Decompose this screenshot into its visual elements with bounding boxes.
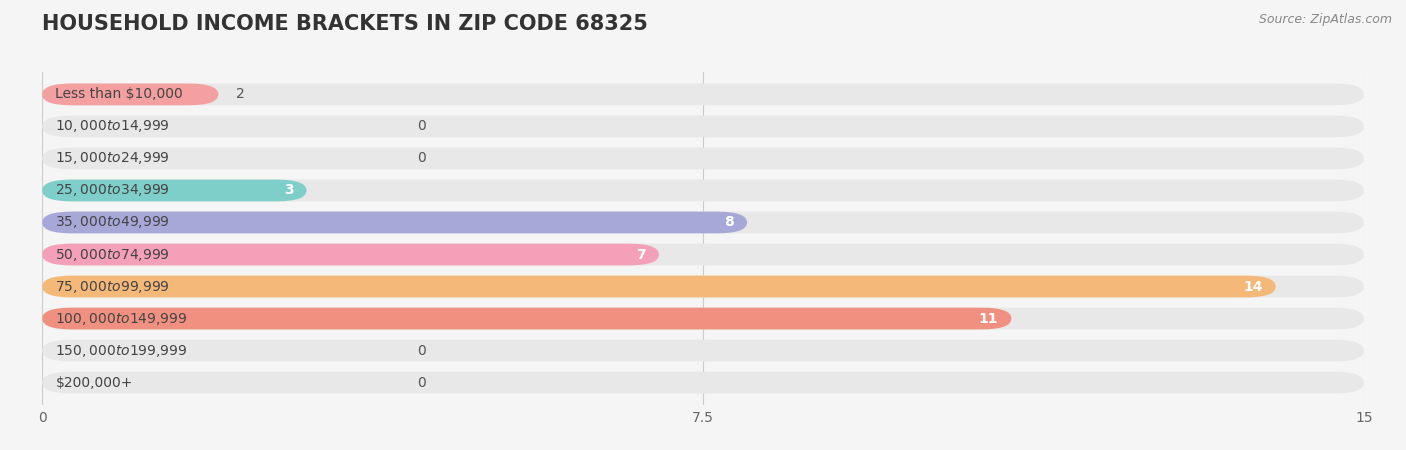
FancyBboxPatch shape <box>42 84 218 105</box>
FancyBboxPatch shape <box>42 180 307 201</box>
Text: 0: 0 <box>416 152 426 166</box>
Text: $75,000 to $99,999: $75,000 to $99,999 <box>55 279 170 295</box>
Text: 11: 11 <box>979 311 998 325</box>
FancyBboxPatch shape <box>42 148 1364 169</box>
FancyBboxPatch shape <box>42 116 1364 137</box>
Text: 2: 2 <box>236 87 245 101</box>
Text: $15,000 to $24,999: $15,000 to $24,999 <box>55 150 170 166</box>
Text: Less than $10,000: Less than $10,000 <box>55 87 183 101</box>
Text: $100,000 to $149,999: $100,000 to $149,999 <box>55 310 188 327</box>
FancyBboxPatch shape <box>42 243 1364 266</box>
Text: $150,000 to $199,999: $150,000 to $199,999 <box>55 342 188 359</box>
Text: $35,000 to $49,999: $35,000 to $49,999 <box>55 215 170 230</box>
FancyBboxPatch shape <box>42 308 1364 329</box>
Text: 0: 0 <box>416 343 426 358</box>
FancyBboxPatch shape <box>42 340 1364 361</box>
FancyBboxPatch shape <box>42 276 1275 297</box>
FancyBboxPatch shape <box>42 308 1011 329</box>
Text: HOUSEHOLD INCOME BRACKETS IN ZIP CODE 68325: HOUSEHOLD INCOME BRACKETS IN ZIP CODE 68… <box>42 14 648 33</box>
Text: $10,000 to $14,999: $10,000 to $14,999 <box>55 118 170 135</box>
FancyBboxPatch shape <box>42 276 1364 297</box>
FancyBboxPatch shape <box>42 212 747 234</box>
Text: 3: 3 <box>284 184 294 198</box>
FancyBboxPatch shape <box>42 212 1364 234</box>
Text: Source: ZipAtlas.com: Source: ZipAtlas.com <box>1258 14 1392 27</box>
FancyBboxPatch shape <box>42 84 1364 105</box>
FancyBboxPatch shape <box>42 243 659 266</box>
Text: $50,000 to $74,999: $50,000 to $74,999 <box>55 247 170 262</box>
Text: 8: 8 <box>724 216 734 230</box>
Text: 0: 0 <box>416 119 426 134</box>
Text: 7: 7 <box>636 248 645 261</box>
Text: $25,000 to $34,999: $25,000 to $34,999 <box>55 182 170 198</box>
Text: 0: 0 <box>416 376 426 390</box>
Text: 14: 14 <box>1243 279 1263 293</box>
FancyBboxPatch shape <box>42 180 1364 201</box>
FancyBboxPatch shape <box>42 372 1364 393</box>
Text: $200,000+: $200,000+ <box>55 376 132 390</box>
